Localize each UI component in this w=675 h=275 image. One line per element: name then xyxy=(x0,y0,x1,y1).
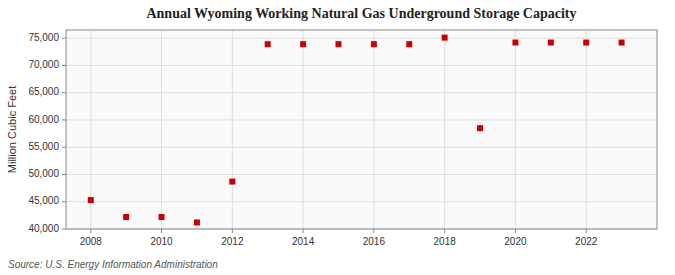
x-tick xyxy=(444,229,445,233)
x-tick-label: 2016 xyxy=(363,236,386,247)
source-note: Source: U.S. Energy Information Administ… xyxy=(8,259,218,270)
y-tick-label: 50,000 xyxy=(28,168,59,179)
y-tick xyxy=(62,38,66,39)
x-tick xyxy=(90,229,91,233)
y-tick-label: 60,000 xyxy=(28,114,59,125)
title: Annual Wyoming Working Natural Gas Under… xyxy=(146,6,576,21)
y-grid-line xyxy=(66,119,657,120)
x-grid-line xyxy=(373,30,374,229)
points xyxy=(88,35,625,226)
y-tick-label: 65,000 xyxy=(28,86,59,97)
point xyxy=(512,40,518,46)
x-tick-label: 2014 xyxy=(292,236,315,247)
x-tick-label: 2018 xyxy=(434,236,457,247)
chart-container: 40,000 45,000 50,000 55,000 60,000 65,000 70,0… xyxy=(0,0,675,275)
point xyxy=(335,41,341,47)
x-tick xyxy=(303,229,304,233)
y-grid-line xyxy=(66,147,657,148)
y-axis-label: Million Cubic Feet xyxy=(6,86,18,173)
x-grid-line xyxy=(161,30,162,229)
x-tick xyxy=(515,229,516,233)
point xyxy=(265,41,271,47)
x-tick xyxy=(161,229,162,233)
point xyxy=(229,179,235,185)
plot-background xyxy=(66,30,657,229)
y-tick xyxy=(62,147,66,148)
y-tick xyxy=(62,65,66,66)
x-tick-label: 2008 xyxy=(80,236,103,247)
x-tick-label: 2012 xyxy=(221,236,244,247)
x-grid-line xyxy=(303,30,304,229)
point xyxy=(194,219,200,225)
y-grid-line xyxy=(66,92,657,93)
x-grid-line xyxy=(232,30,233,229)
y-tick xyxy=(62,201,66,202)
point xyxy=(619,40,625,46)
point xyxy=(442,35,448,41)
x-tick xyxy=(586,229,587,233)
y-axis: 40,000 45,000 50,000 55,000 60,000 65,000 70,0… xyxy=(28,32,66,234)
point xyxy=(406,41,412,47)
y-tick-label: 70,000 xyxy=(28,59,59,70)
point xyxy=(583,40,589,46)
point xyxy=(477,125,483,131)
y-grid-line xyxy=(66,174,657,175)
x-axis: 2008 2010 2012 2014 2016 2018 2020 2022 xyxy=(80,229,598,247)
y-tick xyxy=(62,119,66,120)
grid xyxy=(66,30,657,229)
y-grid-line xyxy=(66,201,657,202)
x-grid-line xyxy=(515,30,516,229)
x-tick xyxy=(232,229,233,233)
y-tick xyxy=(62,174,66,175)
y-tick-label: 40,000 xyxy=(28,223,59,234)
point xyxy=(300,41,306,47)
x-tick-label: 2020 xyxy=(504,236,527,247)
y-tick xyxy=(62,92,66,93)
y-tick xyxy=(62,229,66,230)
point xyxy=(159,214,165,220)
point xyxy=(123,214,129,220)
plot-frame xyxy=(66,30,657,229)
chart-svg: 40,000 45,000 50,000 55,000 60,000 65,000 70,0… xyxy=(0,0,675,275)
y-tick-label: 55,000 xyxy=(28,141,59,152)
y-grid-line xyxy=(66,65,657,66)
point xyxy=(88,197,94,203)
point xyxy=(371,41,377,47)
y-tick-label: 45,000 xyxy=(28,195,59,206)
y-tick-label: 75,000 xyxy=(28,32,59,43)
x-grid-line xyxy=(586,30,587,229)
x-tick xyxy=(373,229,374,233)
y-grid-line xyxy=(66,38,657,39)
x-tick-label: 2010 xyxy=(150,236,173,247)
x-grid-line xyxy=(444,30,445,229)
point xyxy=(548,40,554,46)
x-tick-label: 2022 xyxy=(575,236,598,247)
